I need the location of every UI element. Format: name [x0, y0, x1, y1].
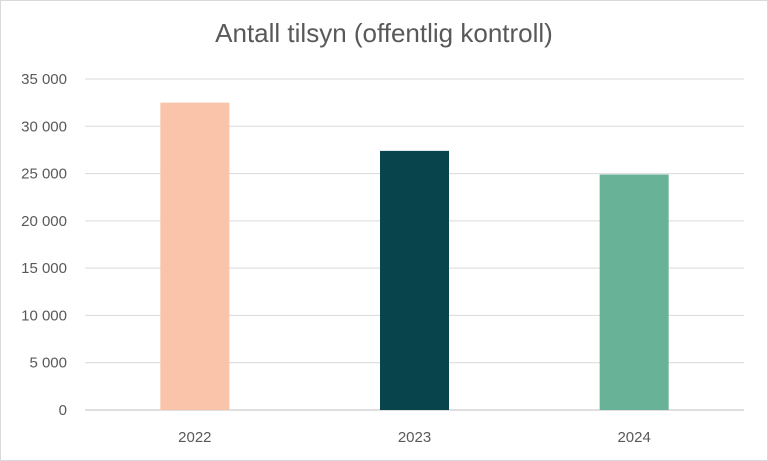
bar-2022	[160, 102, 230, 411]
x-tick-label: 2024	[617, 429, 650, 446]
y-tick-label: 15 000	[21, 260, 67, 277]
y-tick-label: 25 000	[21, 166, 67, 183]
y-tick-label: 5 000	[29, 355, 67, 372]
y-axis-ticks: 0 5 000 10 000 15 000 20 000 25 000 30 000 35 0…	[21, 71, 67, 419]
y-tick-label: 35 000	[21, 71, 67, 88]
x-axis-ticks: 2022 2023 2024	[178, 429, 651, 446]
x-tick-label: 2022	[178, 429, 211, 446]
y-tick-label: 30 000	[21, 118, 67, 135]
bars	[160, 102, 669, 411]
x-tick-label: 2023	[398, 429, 431, 446]
bar-2023	[380, 150, 449, 411]
chart-title: Antall tilsyn (offentlig kontroll)	[215, 18, 553, 48]
bar-2024	[599, 174, 669, 410]
y-tick-label: 20 000	[21, 213, 67, 230]
y-tick-label: 10 000	[21, 307, 67, 324]
y-tick-label: 0	[59, 402, 67, 419]
